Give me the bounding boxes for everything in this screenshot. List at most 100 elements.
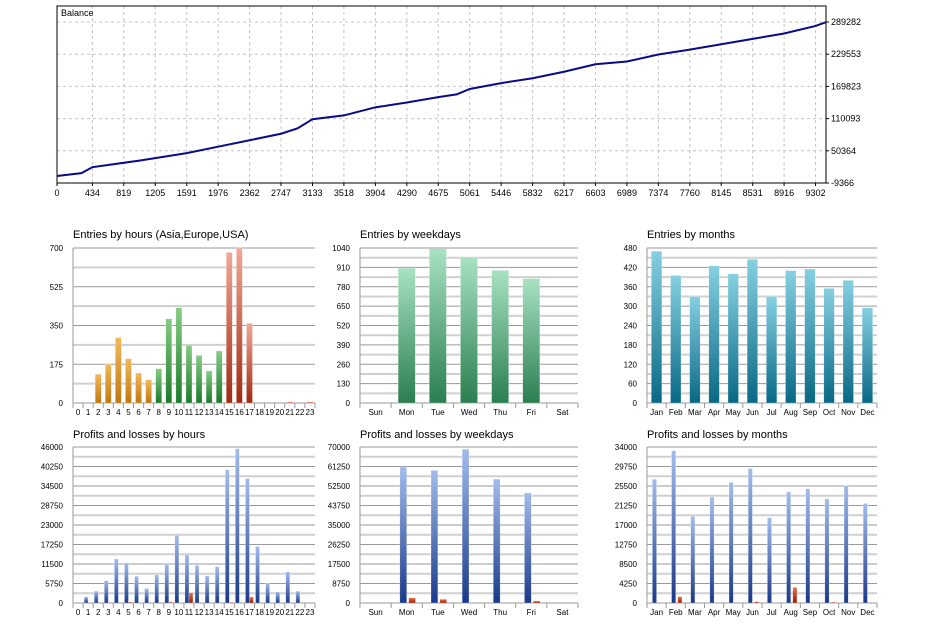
entries-bar-13 (205, 370, 213, 404)
profit-bar-Jan (652, 478, 657, 604)
x-tick-label: 3 (106, 608, 111, 617)
y-tick-label: 780 (337, 283, 351, 292)
balance-line (56, 21, 827, 178)
entries-months-chart: 0 60 120 180 240 300 360 420 480 Jan Feb Mar Apr May J… (624, 244, 878, 417)
x-tick-label: Jul (766, 608, 776, 617)
x-tick-label: 15 (225, 608, 234, 617)
x-tick-label: 10 (174, 608, 183, 617)
pl-weekdays-title: Profits and losses by weekdays (360, 429, 514, 441)
y-tick-label: 11500 (41, 560, 63, 569)
x-tick-label: 13 (205, 608, 214, 617)
x-tick-label: Jan (650, 408, 663, 417)
y-tick-label: 360 (624, 283, 638, 292)
x-tick-label: Sun (368, 608, 382, 617)
x-tick-label: 20 (275, 608, 284, 617)
profit-bar-4 (114, 558, 119, 604)
profit-bar-Mon (399, 466, 407, 604)
x-tick-label: 5 (126, 608, 131, 617)
x-tick-label: 12 (195, 408, 204, 417)
entries-bar-5 (125, 358, 132, 404)
x-tick-label: Sat (556, 608, 569, 617)
loss-bar-9 (168, 601, 174, 604)
x-tick-label: 7374 (648, 188, 668, 198)
x-tick-label: 6603 (585, 188, 605, 198)
profit-bar-16 (235, 448, 240, 604)
entries-bar-8 (155, 368, 162, 404)
y-tick-label: 35000 (328, 521, 351, 530)
entries-bar-17 (246, 323, 253, 404)
profit-bar-7 (144, 588, 149, 604)
x-tick-label: Fri (527, 608, 537, 617)
profit-bar-Thu (493, 478, 501, 604)
x-tick-label: Aug (784, 408, 798, 417)
y-tick-label: 300 (624, 302, 638, 311)
profit-bar-Tue (430, 470, 439, 604)
x-tick-label: 1976 (208, 188, 228, 198)
entries-bar-Fri (522, 278, 541, 404)
loss-bar-Feb (677, 596, 683, 604)
x-tick-label: 10 (174, 408, 183, 417)
x-tick-label: Tue (431, 608, 445, 617)
y-tick-label: 1040 (332, 244, 350, 253)
entries-bar-Tue (429, 248, 447, 404)
x-tick-label: 4290 (397, 188, 417, 198)
plot-frame (56, 5, 827, 184)
profit-bar-5 (124, 562, 129, 604)
profit-bar-14 (214, 566, 220, 604)
x-tick-label: Wed (461, 408, 477, 417)
x-tick-label: Mar (688, 608, 702, 617)
x-tick-label: Thu (493, 408, 507, 417)
entries-months-title: Entries by months (647, 229, 736, 241)
y-tick-label: 50364 (831, 146, 856, 156)
y-tick-label: 5750 (45, 580, 63, 589)
x-tick-label: 16 (235, 608, 244, 617)
x-tick-label: 0 (54, 188, 59, 198)
x-tick-label: Apr (708, 408, 721, 417)
profit-bar-Sep (805, 488, 811, 604)
entries-bar-Jul (766, 296, 778, 404)
x-tick-label: 9302 (806, 188, 826, 198)
y-tick-label: 17000 (615, 521, 638, 530)
x-tick-label: Feb (669, 608, 683, 617)
x-tick-label: 5832 (523, 188, 543, 198)
x-tick-label: 14 (215, 608, 224, 617)
x-tick-label: 8 (156, 408, 161, 417)
x-tick-label: 3904 (365, 188, 385, 198)
y-tick-label: 260 (337, 360, 351, 369)
x-tick-label: 14 (215, 408, 224, 417)
y-tick-label: 0 (633, 399, 638, 408)
x-tick-label: 13 (205, 408, 214, 417)
entries-bar-4 (115, 337, 122, 404)
x-tick-label: 20 (275, 408, 284, 417)
x-tick-label: 7 (146, 608, 151, 617)
entries-bar-3 (105, 364, 112, 404)
x-tick-label: 1 (86, 608, 91, 617)
x-tick-label: 8145 (711, 188, 731, 198)
x-tick-label: 9 (167, 608, 172, 617)
entries-bar-11 (185, 345, 193, 404)
x-tick-label: 434 (85, 188, 100, 198)
entries-bar-15 (226, 252, 233, 404)
entries-bar-Dec (861, 307, 873, 404)
profit-bar-Mar (690, 516, 696, 604)
x-tick-label: 1591 (177, 188, 197, 198)
y-tick-label: 520 (337, 322, 351, 331)
x-tick-label: 2747 (271, 188, 291, 198)
y-tick-label: 40250 (41, 463, 64, 472)
y-tick-label: 229553 (831, 49, 861, 59)
y-tick-label: 390 (337, 341, 351, 350)
x-tick-label: 0 (76, 408, 81, 417)
x-tick-label: 0 (76, 608, 81, 617)
y-tick-label: 289282 (831, 17, 861, 27)
balance-title: Balance (61, 8, 94, 18)
entries-bar-16 (236, 247, 243, 404)
x-tick-label: Wed (461, 608, 477, 617)
x-tick-label: Jun (746, 408, 759, 417)
y-tick-label: 17250 (41, 541, 64, 550)
x-tick-label: Mon (399, 608, 415, 617)
y-tick-label: 34500 (41, 482, 64, 491)
x-tick-label: Mon (399, 408, 415, 417)
loss-bar-Jun (754, 601, 759, 604)
y-tick-label: 480 (624, 244, 638, 253)
